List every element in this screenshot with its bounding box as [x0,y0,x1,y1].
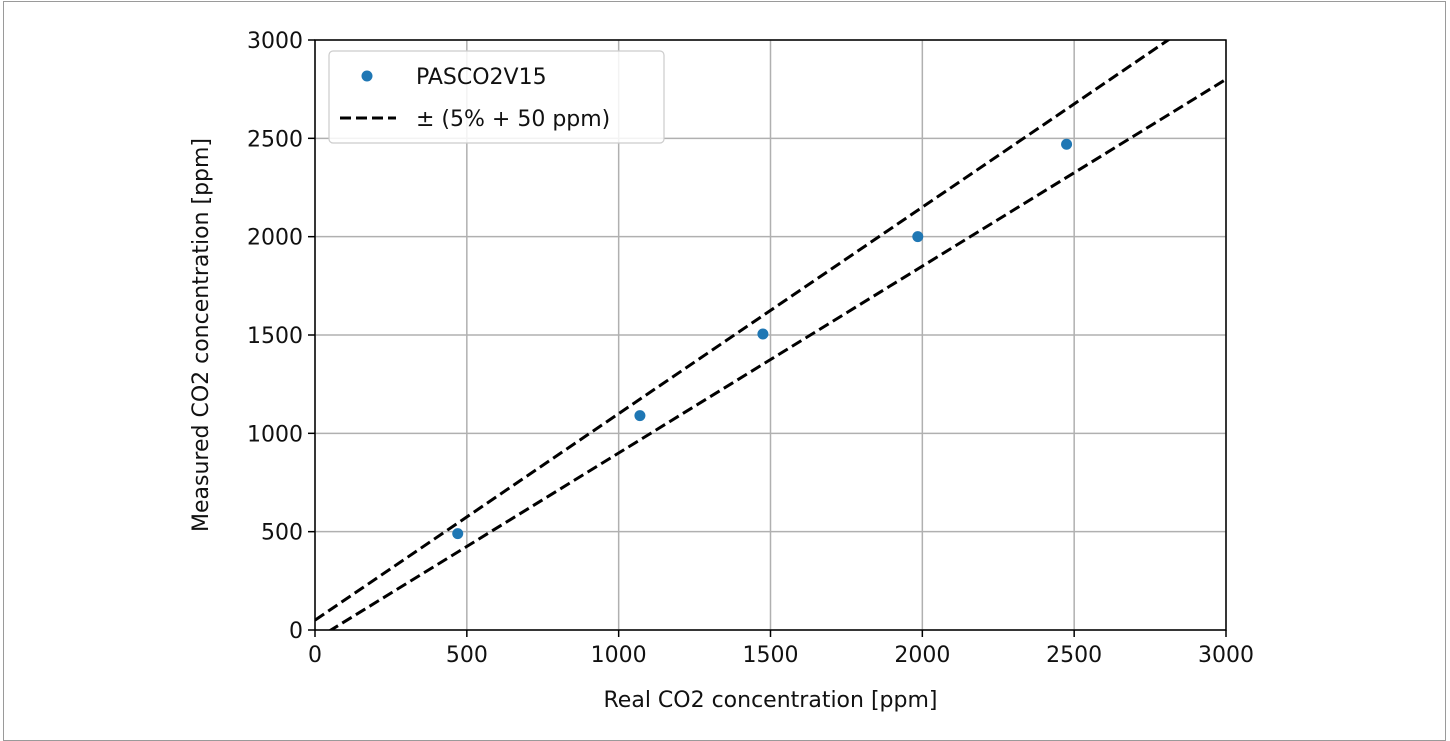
x-tick-label-1: 500 [446,643,488,668]
x-tick-label-0: 0 [308,643,322,668]
x-tick-label-3: 1500 [743,643,799,668]
data-point-1 [634,410,646,422]
data-points [452,138,1073,540]
x-tick-label-4: 2000 [894,643,950,668]
legend-marker-scatter [361,70,373,82]
y-tick-label-6: 3000 [247,29,303,54]
data-point-3 [912,231,924,243]
y-tick-label-3: 1500 [247,324,303,349]
x-axis-label: Real CO2 concentration [ppm] [604,688,938,713]
data-point-4 [1061,138,1073,150]
y-tick-label-4: 2000 [247,226,303,251]
legend-box [328,50,665,144]
legend-label-tolerance: ± (5% + 50 ppm) [416,107,610,132]
y-tick-label-1: 500 [261,521,303,546]
data-point-0 [452,528,464,540]
legend: PASCO2V15 ± (5% + 50 ppm) [328,50,665,144]
lower-tolerance-line [328,78,1226,630]
y-tick-label-5: 2500 [247,127,303,152]
y-tick-label-2: 1000 [247,422,303,447]
x-tick-label-2: 1000 [591,643,647,668]
x-tick-label-5: 2500 [1046,643,1102,668]
y-axis-label: Measured CO2 concentration [ppm] [189,138,214,532]
legend-label-scatter: PASCO2V15 [416,65,547,90]
tolerance-lines [315,40,1226,630]
data-point-2 [757,328,769,340]
y-tick-label-0: 0 [289,619,303,644]
x-tick-label-6: 3000 [1198,643,1254,668]
axis-ticks: 0 500 1000 1500 2000 2500 3000 0 500 1000 1500 2000… [247,29,1254,668]
upper-tolerance-line [315,40,1171,622]
